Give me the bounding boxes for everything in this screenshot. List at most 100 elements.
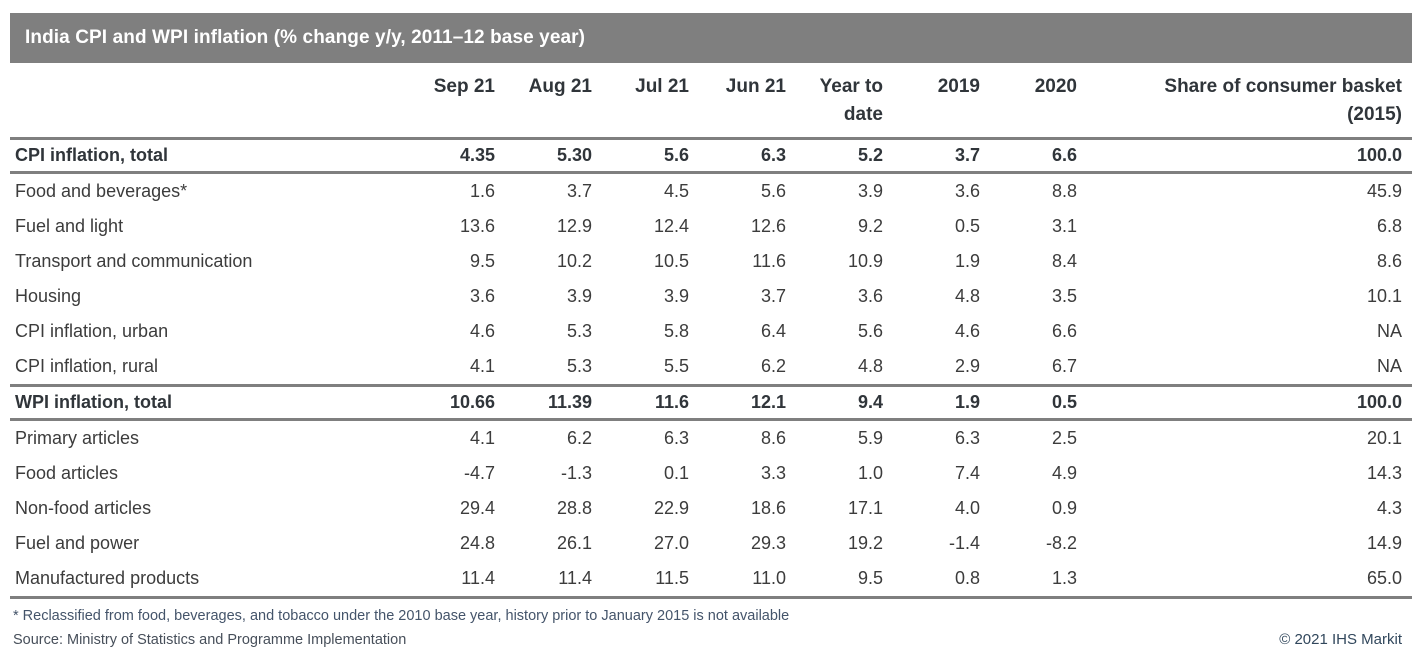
table-row: Fuel and light 13.6 12.9 12.4 12.6 9.2 0.5 3.1 6… bbox=[10, 209, 1412, 244]
column-header: Share of consumer basket (2015) bbox=[1079, 67, 1412, 140]
value-cell: 20.1 bbox=[1366, 428, 1402, 448]
value-cell: 29.3 bbox=[750, 533, 786, 553]
row-label: Fuel and power bbox=[15, 533, 140, 553]
table-title-bar: India CPI and WPI inflation (% change y/… bbox=[10, 13, 1412, 63]
value-cell: 4.9 bbox=[1051, 463, 1077, 483]
value-cell: 10.9 bbox=[847, 251, 883, 271]
column-header-line: Jun 21 bbox=[725, 76, 786, 97]
value-cell: 19.2 bbox=[847, 533, 883, 553]
table-row: WPI inflation, total 10.66 11.39 11.6 12.1 9.… bbox=[10, 384, 1412, 421]
value-cell: 24.8 bbox=[459, 533, 495, 553]
value-cell: 3.9 bbox=[663, 286, 689, 306]
value-cell: 11.4 bbox=[497, 561, 594, 599]
column-header-line: date bbox=[843, 104, 883, 125]
value-cell: 10.2 bbox=[556, 251, 592, 271]
value-cell: NA bbox=[1376, 321, 1402, 341]
row-label: Transport and communication bbox=[15, 251, 253, 271]
value-cell: 3.9 bbox=[566, 286, 592, 306]
value-cell: 8.4 bbox=[1051, 251, 1077, 271]
value-cell: 5.30 bbox=[497, 137, 594, 174]
value-cell: 4.1 bbox=[469, 356, 495, 376]
value-cell: -4.7 bbox=[463, 463, 495, 483]
column-header-line: (2015) bbox=[1347, 104, 1402, 125]
value-cell: 28.8 bbox=[556, 498, 592, 518]
column-header-line: Aug 21 bbox=[528, 76, 592, 97]
value-cell: 65.0 bbox=[1079, 561, 1412, 599]
value-cell: 11.6 bbox=[752, 251, 786, 271]
value-cell: 4.5 bbox=[663, 181, 689, 201]
row-label: CPI inflation, rural bbox=[15, 356, 159, 376]
value-cell: 1.0 bbox=[857, 463, 883, 483]
value-cell: 29.4 bbox=[459, 498, 495, 518]
inflation-table: Sep 21 Aug 21 Jul 21 Jun 21 Year to date 2019 2… bbox=[10, 67, 1412, 599]
value-cell: 11.4 bbox=[400, 561, 497, 599]
table-row: CPI inflation, total 4.35 5.30 5.6 6.3 5.2 3.7… bbox=[10, 137, 1412, 174]
value-cell: 6.8 bbox=[1376, 216, 1402, 236]
table-row: Manufactured products 11.4 11.4 11.5 11.0 9.5… bbox=[10, 561, 1412, 599]
value-cell: 5.2 bbox=[788, 137, 885, 174]
value-cell: 12.9 bbox=[556, 216, 592, 236]
value-cell: 5.5 bbox=[663, 356, 689, 376]
value-cell: 3.3 bbox=[760, 463, 786, 483]
value-cell: 1.3 bbox=[982, 561, 1079, 599]
value-cell: 6.7 bbox=[1051, 356, 1077, 376]
value-cell: 12.1 bbox=[691, 384, 788, 421]
value-cell: 6.2 bbox=[566, 428, 592, 448]
value-cell: 6.2 bbox=[760, 356, 786, 376]
value-cell: 10.5 bbox=[653, 251, 689, 271]
value-cell: 0.1 bbox=[663, 463, 689, 483]
value-cell: 9.2 bbox=[857, 216, 883, 236]
value-cell: 26.1 bbox=[556, 533, 592, 553]
table-row: Transport and communication 9.5 10.2 10.5 11… bbox=[10, 244, 1412, 279]
value-cell: 8.8 bbox=[1051, 181, 1077, 201]
value-cell: 3.5 bbox=[1051, 286, 1077, 306]
value-cell: 1.9 bbox=[954, 251, 980, 271]
value-cell: 1.9 bbox=[885, 384, 982, 421]
value-cell: 0.8 bbox=[885, 561, 982, 599]
value-cell: 3.7 bbox=[566, 181, 592, 201]
row-label: WPI inflation, total bbox=[10, 384, 400, 421]
value-cell: 6.6 bbox=[982, 137, 1079, 174]
table-row: CPI inflation, rural 4.1 5.3 5.5 6.2 4.8 2.9 6.… bbox=[10, 349, 1412, 386]
value-cell: 9.5 bbox=[469, 251, 495, 271]
bottom-row: Source: Ministry of Statistics and Progr… bbox=[10, 631, 1412, 648]
value-cell: 4.8 bbox=[857, 356, 883, 376]
value-cell: 4.6 bbox=[954, 321, 980, 341]
row-label: Fuel and light bbox=[15, 216, 124, 236]
value-cell: 5.9 bbox=[857, 428, 883, 448]
value-cell: 11.6 bbox=[594, 384, 691, 421]
value-cell: 18.6 bbox=[750, 498, 786, 518]
value-cell: 8.6 bbox=[1376, 251, 1402, 271]
value-cell: 4.3 bbox=[1376, 498, 1402, 518]
column-header: Year to date bbox=[788, 67, 885, 140]
value-cell: 27.0 bbox=[653, 533, 689, 553]
value-cell: 5.3 bbox=[566, 321, 592, 341]
value-cell: 14.3 bbox=[1366, 463, 1402, 483]
value-cell: 5.6 bbox=[857, 321, 883, 341]
column-header: Jul 21 bbox=[594, 67, 691, 140]
row-label: CPI inflation, urban bbox=[15, 321, 169, 341]
value-cell: 12.6 bbox=[750, 216, 786, 236]
value-cell: 6.6 bbox=[1051, 321, 1077, 341]
column-header: Sep 21 bbox=[400, 67, 497, 140]
copyright-note: © 2021 IHS Markit bbox=[1279, 631, 1402, 648]
column-header-line: Year to bbox=[819, 76, 883, 97]
value-cell: 6.3 bbox=[663, 428, 689, 448]
value-cell: 11.39 bbox=[497, 384, 594, 421]
value-cell: 4.8 bbox=[954, 286, 980, 306]
column-header: Jun 21 bbox=[691, 67, 788, 140]
value-cell: 12.4 bbox=[653, 216, 689, 236]
value-cell: 6.3 bbox=[954, 428, 980, 448]
value-cell: 3.7 bbox=[885, 137, 982, 174]
table-row: CPI inflation, urban 4.6 5.3 5.8 6.4 5.6 4.6 6.… bbox=[10, 314, 1412, 349]
value-cell: 9.4 bbox=[788, 384, 885, 421]
value-cell: 11.0 bbox=[691, 561, 788, 599]
column-header-line: Sep 21 bbox=[433, 76, 495, 97]
value-cell: 0.9 bbox=[1051, 498, 1077, 518]
value-cell: 0.5 bbox=[982, 384, 1079, 421]
value-cell: 3.7 bbox=[760, 286, 786, 306]
table-row: Housing 3.6 3.9 3.9 3.7 3.6 4.8 3.5 10.1 bbox=[10, 279, 1412, 314]
value-cell: 13.6 bbox=[459, 216, 495, 236]
row-label: Food articles bbox=[15, 463, 119, 483]
